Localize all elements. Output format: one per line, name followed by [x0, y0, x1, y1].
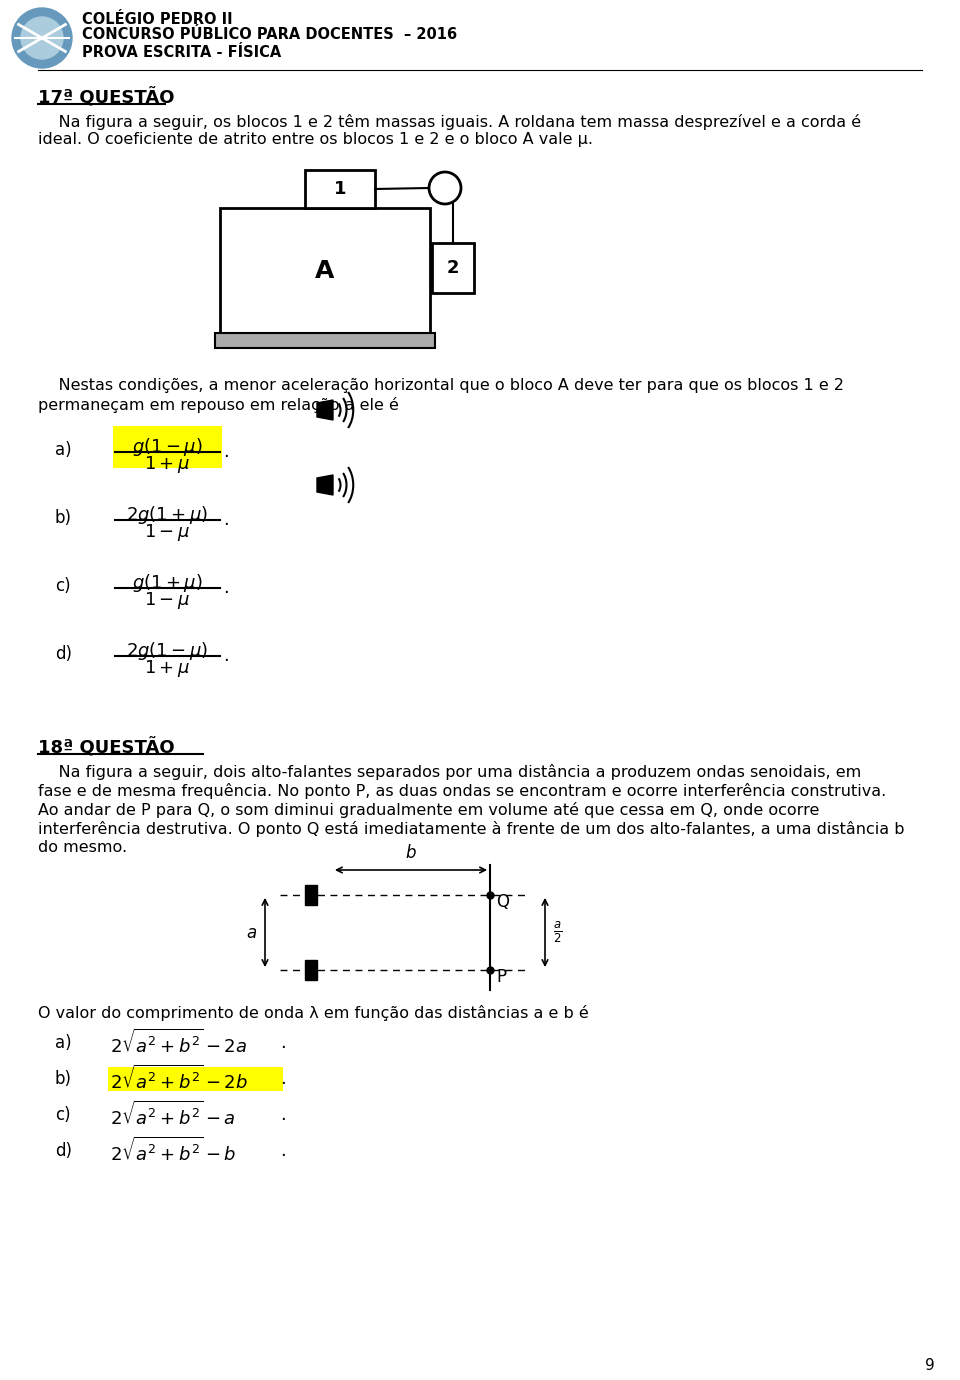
Text: interferência destrutiva. O ponto Q está imediatamente à frente de um dos alto-f: interferência destrutiva. O ponto Q está…	[38, 821, 904, 838]
Text: .: .	[223, 647, 228, 665]
Text: c): c)	[55, 577, 71, 595]
Text: $1 + \mu$: $1 + \mu$	[144, 454, 191, 475]
Text: Nestas condições, a menor aceleração horizontal que o bloco A deve ter para que : Nestas condições, a menor aceleração hor…	[38, 378, 844, 393]
Text: .: .	[280, 1105, 286, 1123]
Text: 17ª QUESTÃO: 17ª QUESTÃO	[38, 88, 175, 108]
Text: b): b)	[55, 509, 72, 527]
Text: $2g(1 + \mu)$: $2g(1 + \mu)$	[127, 504, 208, 526]
Text: $2\sqrt{a^2+b^2}-b$: $2\sqrt{a^2+b^2}-b$	[110, 1137, 236, 1165]
Text: 1: 1	[334, 179, 347, 197]
Bar	[215, 333, 435, 348]
Text: CONCURSO PÚBLICO PARA DOCENTES  – 2016: CONCURSO PÚBLICO PARA DOCENTES – 2016	[82, 28, 457, 41]
Bar	[305, 170, 375, 208]
Text: permaneçam em repouso em relação a ele é: permaneçam em repouso em relação a ele é	[38, 397, 398, 413]
Circle shape	[21, 17, 63, 59]
Text: fase e de mesma frequência. No ponto P, as duas ondas se encontram e ocorre inte: fase e de mesma frequência. No ponto P, …	[38, 782, 886, 799]
Text: 9: 9	[925, 1358, 935, 1373]
Text: b): b)	[55, 1070, 72, 1087]
Text: $1 - \mu$: $1 - \mu$	[144, 522, 191, 542]
Text: .: .	[280, 1143, 286, 1161]
Text: c): c)	[55, 1105, 71, 1123]
Text: Na figura a seguir, os blocos 1 e 2 têm massas iguais. A roldana tem massa despr: Na figura a seguir, os blocos 1 e 2 têm …	[38, 115, 861, 130]
Text: $2\sqrt{a^2+b^2}-2b$: $2\sqrt{a^2+b^2}-2b$	[110, 1065, 248, 1093]
Text: A: A	[315, 258, 335, 283]
Text: a): a)	[55, 442, 72, 460]
Text: $1 - \mu$: $1 - \mu$	[144, 591, 191, 611]
Bar	[305, 960, 317, 980]
Text: do mesmo.: do mesmo.	[38, 840, 127, 856]
Text: ideal. O coeficiente de atrito entre os blocos 1 e 2 e o bloco A vale μ.: ideal. O coeficiente de atrito entre os …	[38, 132, 593, 148]
Bar	[108, 1067, 283, 1092]
Text: 18ª QUESTÃO: 18ª QUESTÃO	[38, 738, 175, 758]
Text: $\frac{a}{2}$: $\frac{a}{2}$	[553, 920, 563, 945]
Text: .: .	[223, 443, 228, 461]
Text: PROVA ESCRITA - FÍSICA: PROVA ESCRITA - FÍSICA	[82, 46, 281, 59]
Text: Na figura a seguir, dois alto-falantes separados por uma distância a produzem on: Na figura a seguir, dois alto-falantes s…	[38, 765, 861, 780]
Bar	[113, 426, 222, 468]
Circle shape	[12, 8, 72, 68]
Bar	[305, 885, 317, 905]
Text: 2: 2	[446, 259, 459, 277]
Text: P: P	[496, 967, 506, 985]
Text: d): d)	[55, 1143, 72, 1161]
Text: COLÉGIO PEDRO II: COLÉGIO PEDRO II	[82, 12, 232, 28]
Text: $g(1 - \mu)$: $g(1 - \mu)$	[132, 436, 203, 458]
Text: Ao andar de P para Q, o som diminui gradualmente em volume até que cessa em Q, o: Ao andar de P para Q, o som diminui grad…	[38, 802, 820, 818]
Bar	[432, 243, 474, 293]
Text: $2\sqrt{a^2+b^2}-2a$: $2\sqrt{a^2+b^2}-2a$	[110, 1029, 248, 1057]
Text: $2\sqrt{a^2+b^2}-a$: $2\sqrt{a^2+b^2}-a$	[110, 1101, 236, 1129]
Text: .: .	[280, 1034, 286, 1052]
Circle shape	[429, 172, 461, 204]
Text: $2g(1 - \mu)$: $2g(1 - \mu)$	[127, 640, 208, 662]
Text: a): a)	[55, 1034, 72, 1052]
Text: a: a	[247, 923, 257, 941]
Text: .: .	[223, 511, 228, 529]
Text: .: .	[280, 1070, 286, 1087]
Text: $1 + \mu$: $1 + \mu$	[144, 658, 191, 679]
Polygon shape	[317, 475, 333, 495]
Text: d): d)	[55, 644, 72, 662]
Text: Q: Q	[496, 893, 509, 911]
Polygon shape	[317, 400, 333, 420]
Text: O valor do comprimento de onda λ em função das distâncias a e b é: O valor do comprimento de onda λ em funç…	[38, 1005, 588, 1021]
Text: b: b	[406, 845, 417, 862]
Bar	[220, 208, 430, 333]
Text: $g(1 + \mu)$: $g(1 + \mu)$	[132, 571, 203, 593]
Text: .: .	[223, 580, 228, 598]
